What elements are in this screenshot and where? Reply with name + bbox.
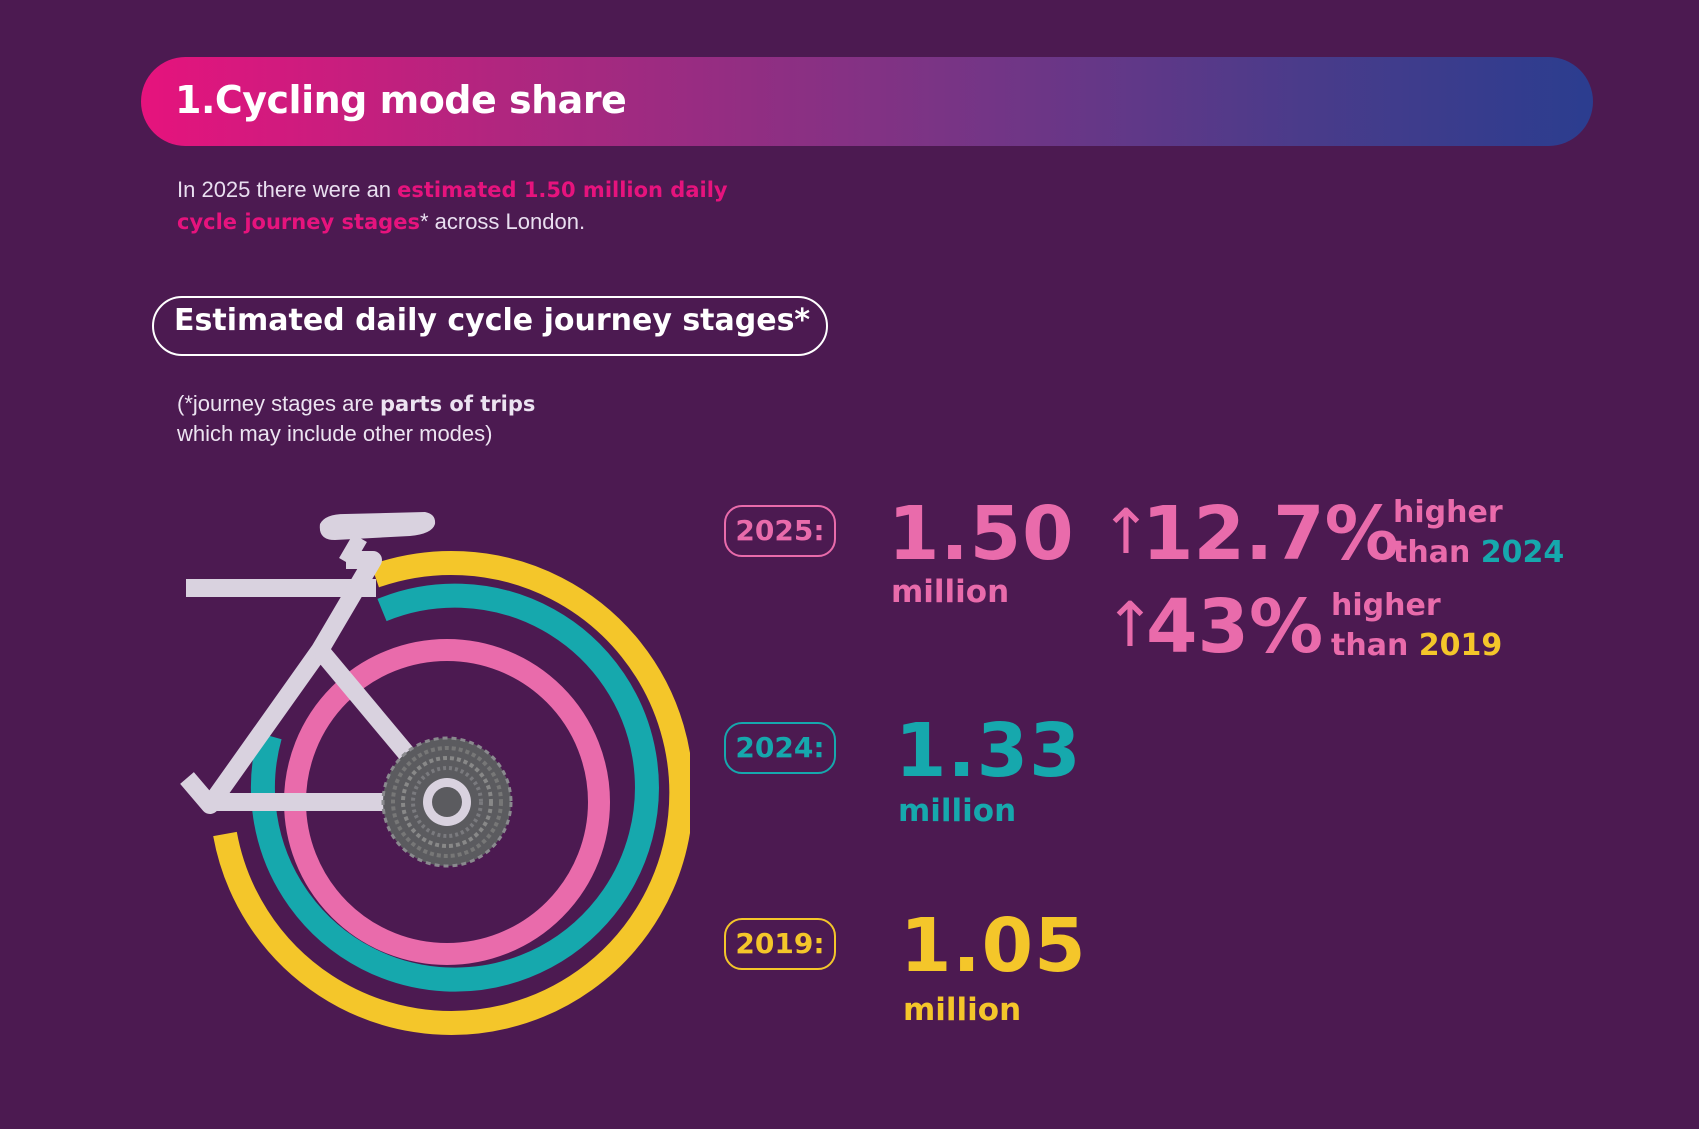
value-2024: 1.33 [895, 708, 1082, 794]
subtitle-pill [152, 296, 828, 356]
intro-prefix: In 2025 there were an [177, 177, 398, 202]
than-line-1: than 2024 [1393, 533, 1564, 573]
year-pill-2024: 2024: [724, 722, 836, 774]
compare-year-2024: 2024 [1480, 535, 1565, 570]
percent-vs-2019: 43% [1146, 584, 1324, 670]
bicycle-wheel-illustration [180, 512, 690, 1035]
compare-year-2019: 2019 [1418, 628, 1503, 663]
percent-vs-2024: 12.7% [1142, 491, 1399, 577]
note-line2: which may include other modes) [177, 421, 493, 446]
intro-highlight-2: cycle journey stages [177, 210, 420, 234]
section-title: 1.Cycling mode share [175, 78, 627, 122]
cassette-gear-icon [381, 736, 513, 868]
subtitle: Estimated daily cycle journey stages* [174, 303, 811, 338]
higher-label-1: higher [1393, 495, 1503, 530]
teal-ring [251, 583, 659, 992]
footnote: (*journey stages are parts of trips which… [177, 389, 535, 449]
section-header-bar [141, 57, 1593, 146]
higher-label-2: higher [1331, 588, 1441, 623]
year-pill-2019: 2019: [724, 918, 836, 970]
unit-2025: million [891, 574, 1010, 610]
yellow-ring [213, 550, 690, 1035]
unit-2019: million [903, 992, 1022, 1028]
note-bold: parts of trips [380, 392, 536, 416]
bike-saddle [319, 512, 436, 540]
than-text-2: than [1331, 628, 1409, 663]
note-prefix: (*journey stages are [177, 391, 380, 416]
up-arrow-icon: ↑ [1100, 495, 1152, 568]
unit-2024: million [898, 793, 1017, 829]
than-text-1: than [1393, 535, 1471, 570]
up-arrow-icon: ↑ [1104, 588, 1156, 661]
value-2025: 1.50 [888, 491, 1075, 577]
year-pill-2025: 2025: [724, 505, 836, 557]
intro-suffix: * across London. [419, 209, 586, 234]
value-2019: 1.05 [900, 903, 1087, 989]
intro-text: In 2025 there were an estimated 1.50 mil… [177, 174, 857, 238]
than-line-2: than 2019 [1331, 626, 1502, 666]
intro-highlight-1: estimated 1.50 million daily [397, 178, 728, 202]
